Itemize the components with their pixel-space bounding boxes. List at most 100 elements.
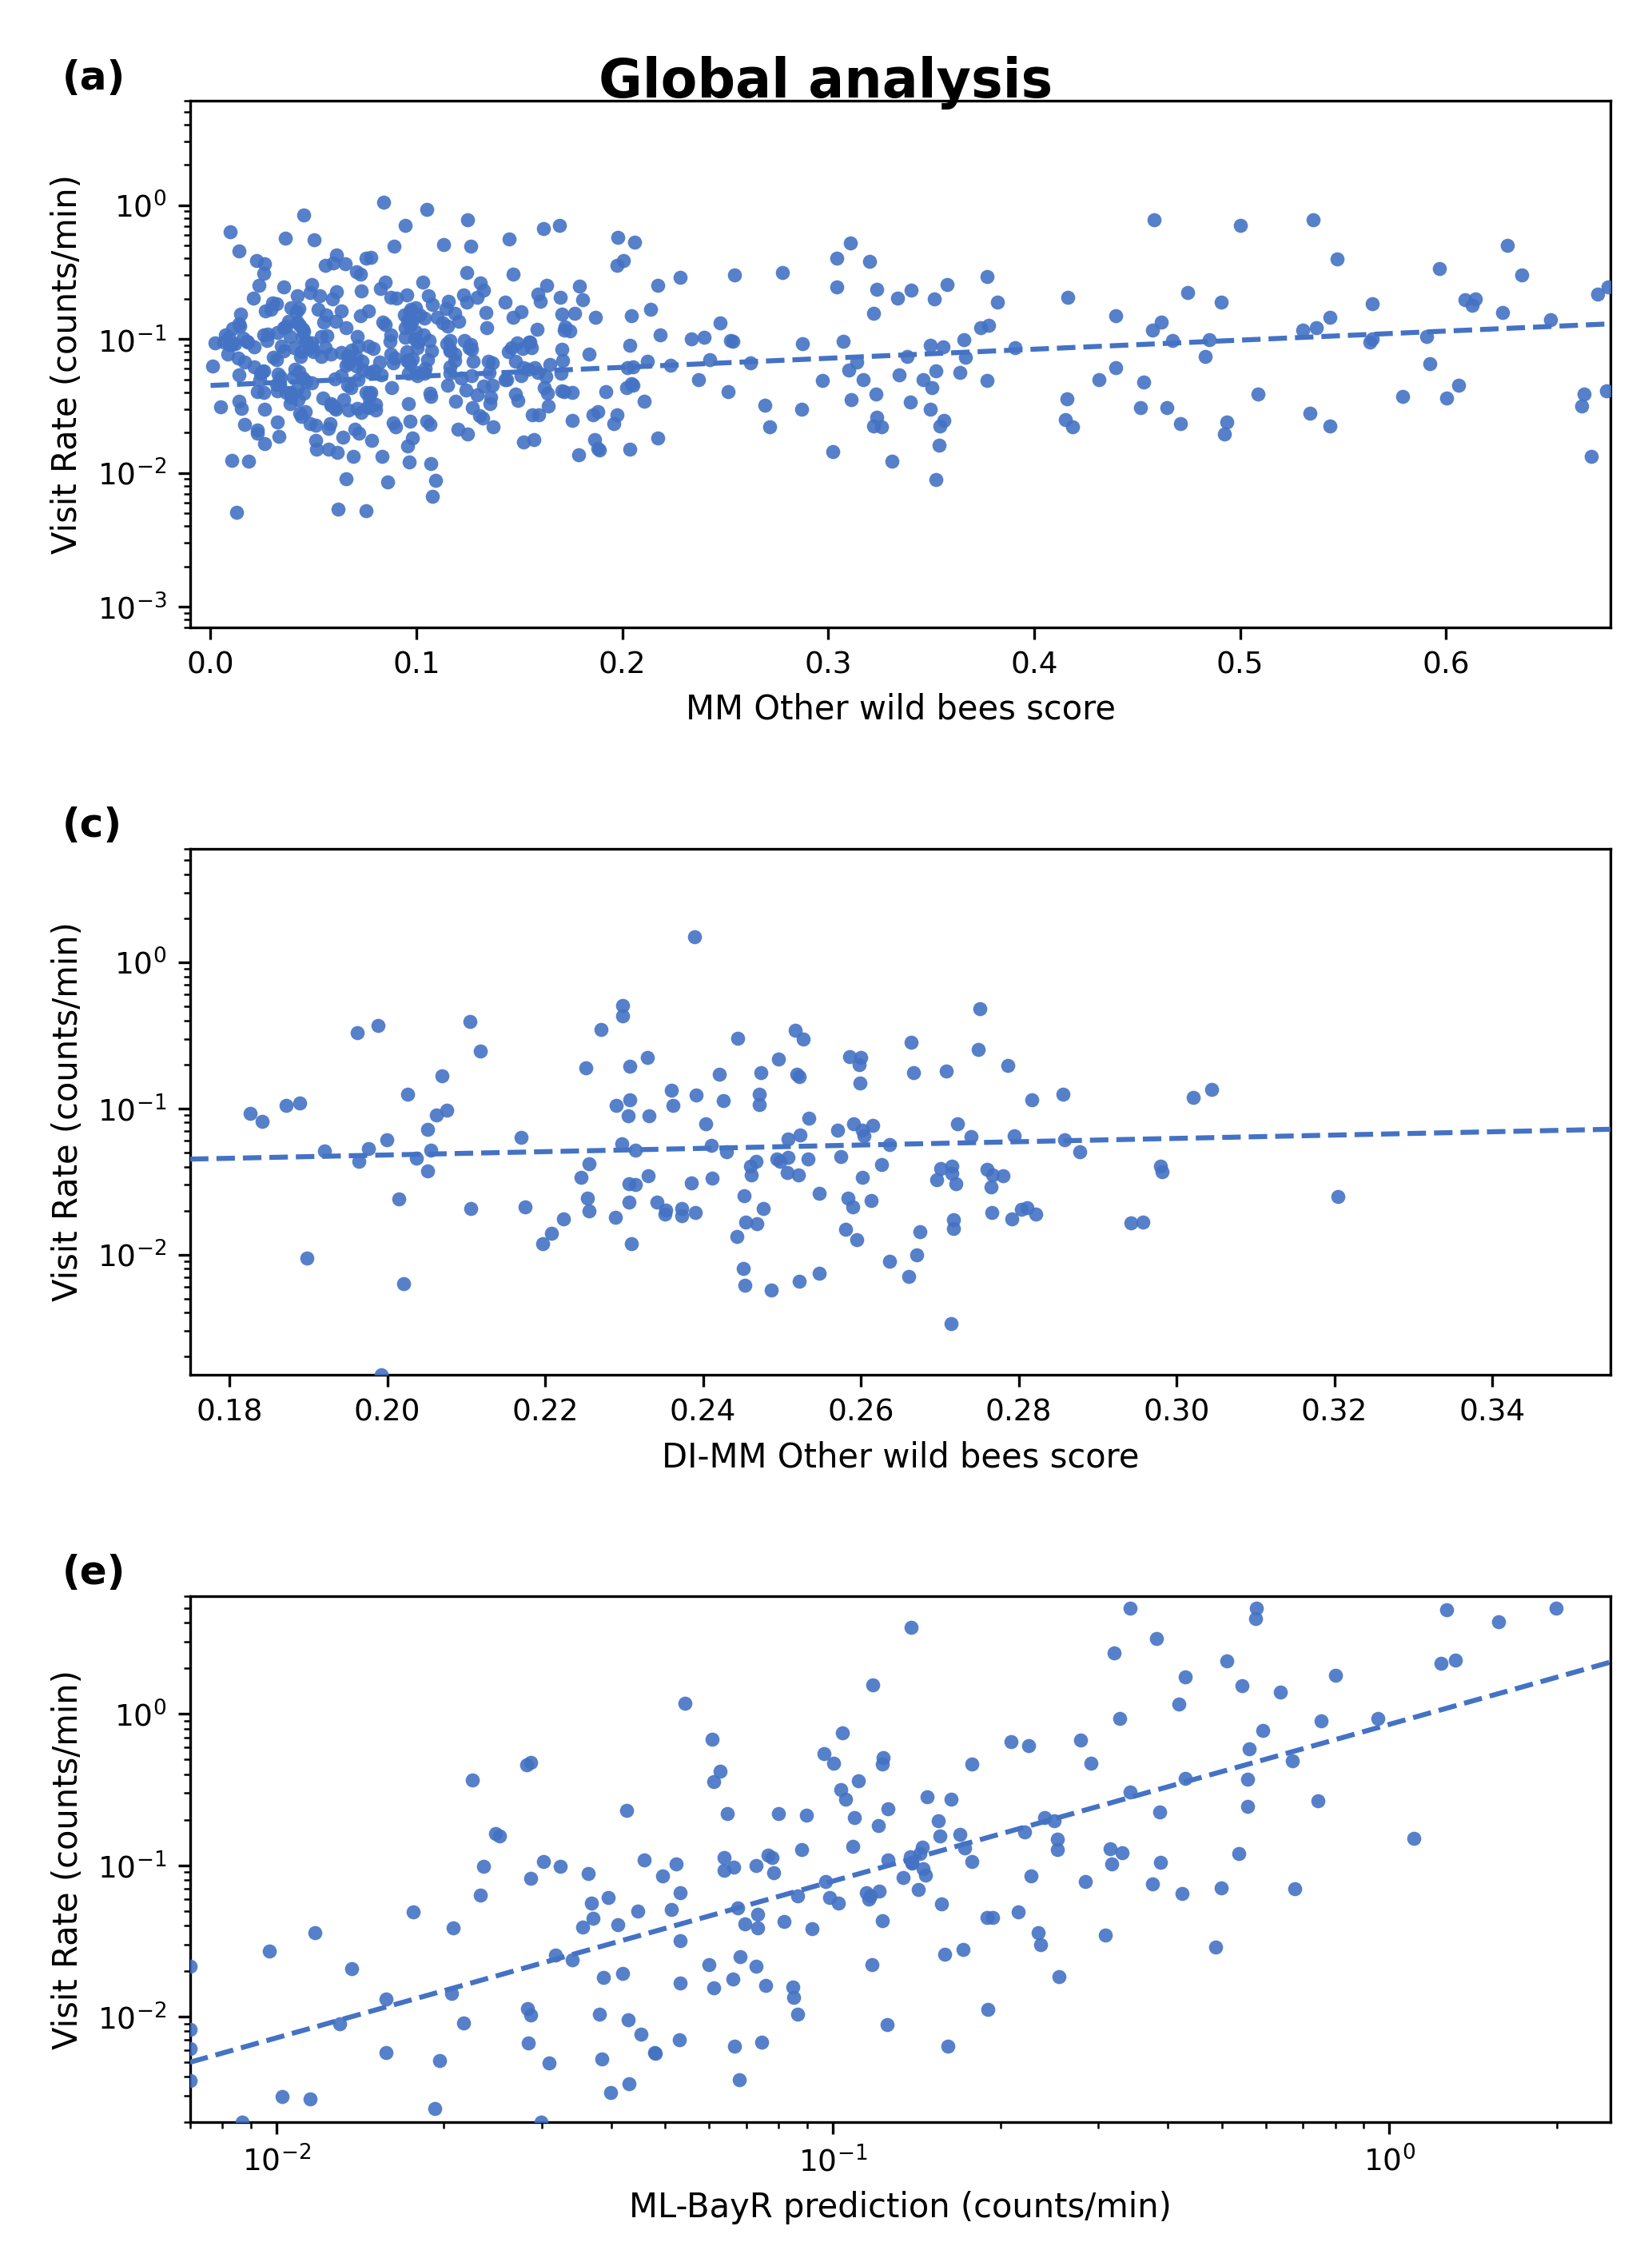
Point (1578, 438, 1604, 474)
Point (620, 348, 646, 384)
Point (499, 330, 525, 366)
Point (479, 346, 506, 382)
Point (748, 1053, 775, 1089)
Point (438, 323, 464, 359)
Point (294, 1240, 320, 1276)
Point (177, 2030, 203, 2066)
Point (900, 1056, 927, 1092)
Point (876, 1790, 902, 1826)
Point (355, 391, 382, 427)
Point (828, 1772, 854, 1808)
Point (914, 1779, 940, 1815)
Point (1143, 1622, 1170, 1658)
Point (1102, 299, 1128, 335)
Point (477, 386, 504, 422)
Point (940, 1202, 966, 1238)
Point (560, 402, 586, 438)
Point (1389, 377, 1416, 413)
Point (335, 391, 362, 427)
Point (459, 330, 486, 366)
Point (332, 310, 358, 346)
Point (236, 1096, 263, 1132)
Point (1160, 323, 1186, 359)
Point (368, 1357, 395, 1393)
X-axis label: DI-MM Other wild bees score: DI-MM Other wild bees score (661, 1440, 1140, 1473)
Point (1104, 350, 1130, 386)
Point (952, 321, 978, 357)
Point (885, 357, 912, 393)
Point (548, 330, 575, 366)
Point (1004, 1893, 1031, 1929)
Point (355, 328, 382, 364)
Point (798, 1911, 824, 1947)
Point (413, 404, 439, 440)
Point (610, 243, 636, 279)
Point (354, 492, 380, 528)
Point (249, 355, 276, 391)
Point (710, 1083, 737, 1119)
Point (895, 1258, 922, 1294)
Point (859, 1667, 885, 1702)
Point (819, 433, 846, 469)
Point (909, 1828, 935, 1864)
Point (928, 1887, 955, 1923)
Point (1001, 1119, 1028, 1154)
Point (312, 330, 339, 366)
Point (439, 1909, 466, 1945)
Point (790, 1022, 816, 1058)
Point (228, 296, 254, 332)
Point (548, 296, 575, 332)
Point (1434, 380, 1460, 416)
Point (557, 312, 583, 348)
Point (653, 1193, 679, 1229)
Point (373, 1123, 400, 1159)
Point (907, 1213, 933, 1249)
Point (781, 1013, 808, 1049)
Point (476, 344, 502, 380)
Point (824, 240, 851, 276)
Point (345, 1143, 372, 1179)
Point (286, 1085, 312, 1121)
Point (737, 1148, 763, 1184)
Point (291, 314, 317, 350)
Point (980, 1900, 1006, 1936)
Point (330, 420, 357, 456)
Point (1495, 227, 1521, 263)
Point (496, 332, 522, 368)
Point (771, 1902, 798, 1938)
Point (324, 433, 350, 469)
Point (562, 296, 588, 332)
Point (973, 362, 999, 398)
Point (420, 287, 446, 323)
Point (459, 1761, 486, 1797)
Point (601, 407, 628, 442)
Point (243, 243, 269, 279)
Point (899, 1846, 925, 1882)
Point (1018, 1857, 1044, 1893)
Point (436, 332, 463, 368)
Point (471, 1848, 497, 1884)
Point (864, 272, 890, 308)
Point (415, 279, 441, 314)
Point (643, 2035, 669, 2071)
Point (307, 319, 334, 355)
Point (510, 330, 537, 366)
Point (304, 431, 330, 467)
Point (615, 2001, 641, 2037)
Point (354, 240, 380, 276)
Point (446, 303, 472, 339)
Point (472, 294, 499, 330)
Point (327, 2006, 354, 2042)
Point (415, 1152, 441, 1188)
Point (724, 1217, 750, 1253)
Point (302, 422, 329, 458)
Point (514, 1990, 540, 2026)
Point (525, 398, 552, 433)
Point (613, 1792, 639, 1828)
Point (904, 1238, 930, 1273)
Point (344, 254, 370, 290)
Point (809, 362, 836, 398)
Point (443, 384, 469, 420)
Point (923, 460, 950, 496)
Point (398, 420, 425, 456)
